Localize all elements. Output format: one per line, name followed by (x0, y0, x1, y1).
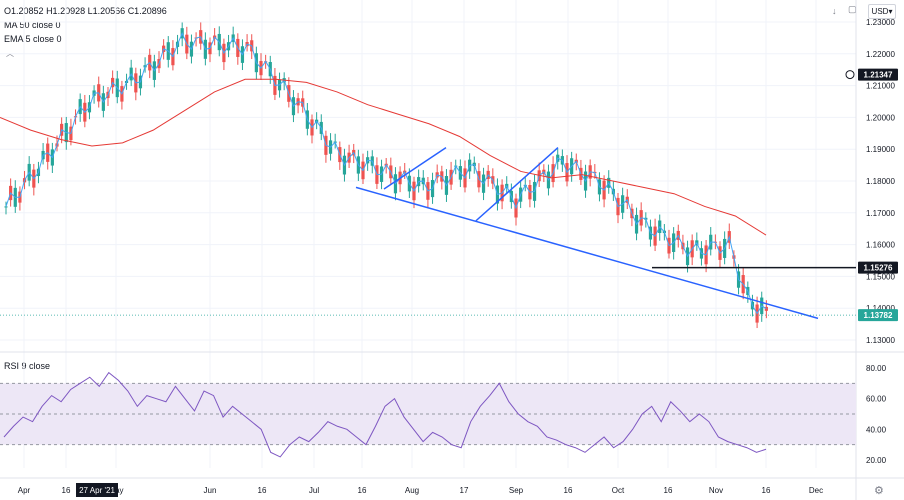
rsi-label[interactable]: RSI 9 close (4, 361, 51, 371)
descending-trendline (355, 186, 819, 320)
price-label-text: 1.15276 (864, 264, 893, 273)
indicator-ma50-label[interactable]: MA 50 close 0 (4, 20, 61, 30)
price-tick-label: 1.19000 (866, 145, 895, 154)
rsi-tick-label: 20.00 (866, 456, 887, 465)
channel-line-2 (475, 147, 559, 222)
price-label-box (858, 68, 898, 81)
price-tick-label: 1.23000 (866, 18, 895, 27)
download-icon[interactable]: ↓ (832, 6, 837, 16)
crosshair-date-label: 27 Apr '21 (79, 486, 115, 495)
time-tick-label: Oct (612, 486, 625, 495)
time-tick-label: Jun (204, 486, 217, 495)
price-tick-label: 1.21000 (866, 82, 895, 91)
price-label-box (858, 261, 898, 274)
crosshair-date-box (76, 483, 118, 497)
currency-selector[interactable]: USD▾ (868, 4, 896, 19)
price-tick-label: 1.22000 (866, 50, 895, 59)
price-tick-label: 1.15000 (866, 272, 895, 281)
rsi-tick-label: 40.00 (866, 425, 887, 434)
ohlc-close: C1.20896 (127, 6, 167, 16)
price-tick-label: 1.13000 (866, 336, 895, 345)
rsi-tick-label: 80.00 (866, 364, 887, 373)
time-tick-label: 16 (258, 486, 267, 495)
time-tick-label: 17 (460, 486, 469, 495)
price-tick-label: 1.14000 (866, 304, 895, 313)
time-tick-label: 16 (564, 486, 573, 495)
ohlc-low: L1.20566 (87, 6, 126, 16)
maximize-icon[interactable]: ▢ (848, 4, 857, 14)
indicator-ema5-label[interactable]: EMA 5 close 0 (4, 34, 62, 44)
channel-line-1 (383, 146, 447, 190)
price-tick-label: 1.16000 (866, 241, 895, 250)
settings-gear-icon[interactable]: ⚙ (874, 485, 884, 497)
price-label-box (858, 309, 898, 322)
rsi-tick-label: 60.00 (866, 395, 887, 404)
time-tick-label: Apr (18, 486, 31, 495)
time-tick-label: Nov (709, 486, 723, 495)
time-tick-label: Dec (809, 486, 823, 495)
time-tick-label: Jul (309, 486, 319, 495)
ema5-line (5, 32, 767, 315)
price-tick-label: 1.17000 (866, 209, 895, 218)
time-tick-label: Aug (405, 486, 419, 495)
time-tick-label: 16 (664, 486, 673, 495)
currency-text: USD (871, 7, 889, 16)
time-tick-label: 16 (762, 486, 771, 495)
candle-body (4, 206, 8, 208)
time-tick-label: 16 (358, 486, 367, 495)
time-tick-label: 16 (62, 486, 71, 495)
ma50-line (0, 78, 767, 236)
price-tick-label: 1.18000 (866, 177, 895, 186)
price-label-text: 1.13782 (864, 311, 893, 320)
rsi-line (3, 371, 767, 458)
price-label-text: 1.21347 (864, 71, 893, 80)
price-tick-label: 1.20000 (866, 113, 895, 122)
clock-icon (845, 70, 855, 80)
time-tick-label: Sep (509, 486, 524, 495)
